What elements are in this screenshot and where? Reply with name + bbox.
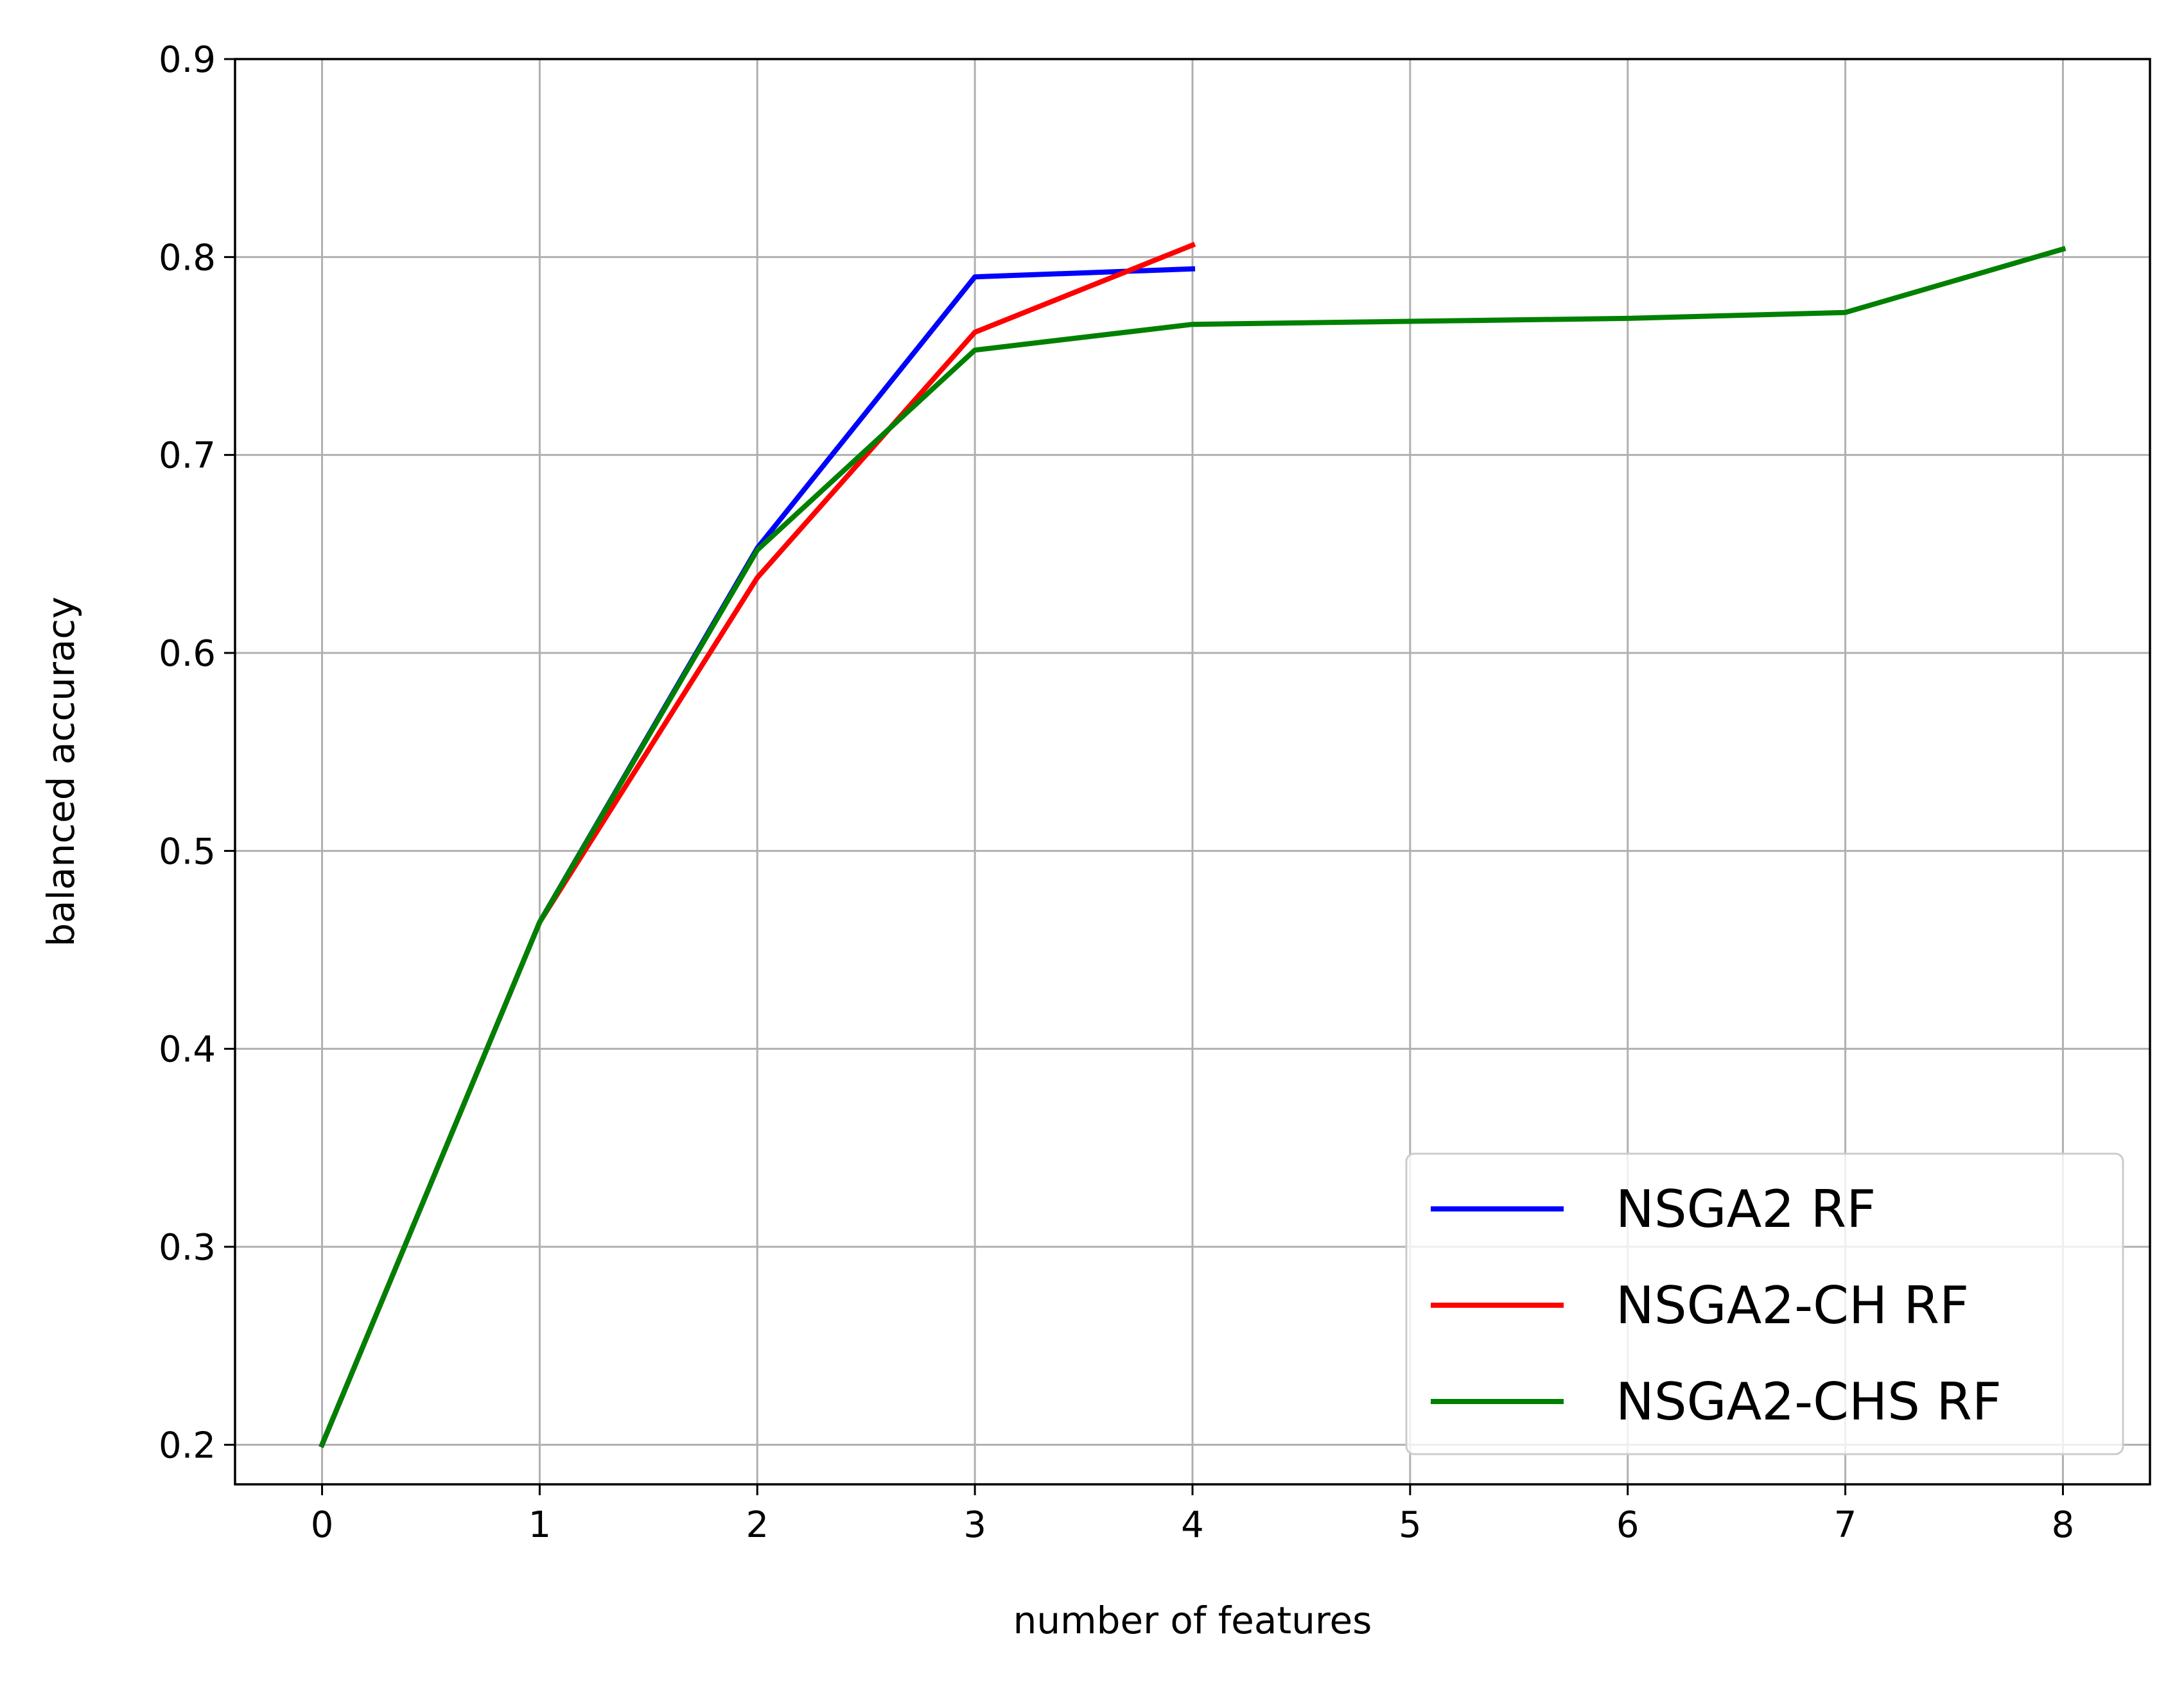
y-tick-label: 0.3 xyxy=(159,1227,216,1269)
x-axis-label: number of features xyxy=(1013,1599,1372,1642)
y-tick-label: 0.2 xyxy=(159,1425,216,1466)
legend-box xyxy=(1405,1152,2124,1455)
series-lines xyxy=(319,241,2066,1448)
legend-label: NSGA2-CHS RF xyxy=(1616,1372,2002,1432)
legend-label: NSGA2 RF xyxy=(1616,1179,1876,1239)
y-tick-label: 0.6 xyxy=(159,633,216,675)
x-tick-label: 8 xyxy=(2052,1504,2075,1546)
x-tick-label: 5 xyxy=(1399,1504,1422,1546)
x-tick-label: 2 xyxy=(746,1504,769,1546)
x-tick-label: 3 xyxy=(963,1504,986,1546)
x-tick-label: 6 xyxy=(1616,1504,1639,1546)
x-tick-label: 0 xyxy=(311,1504,334,1546)
y-axis-label: balanced accuracy xyxy=(39,596,83,946)
legend: NSGA2 RF NSGA2-CH RF NSGA2-CHS RF xyxy=(1405,1152,2124,1455)
y-tick-label: 0.4 xyxy=(159,1029,216,1071)
y-tick-label: 0.8 xyxy=(159,237,216,279)
axis-ticks: 0 1 2 3 4 5 6 7 8 0.2 0.3 0.4 0.5 0.6 0.7 0.8 0.9 xyxy=(159,39,2074,1546)
legend-label: NSGA2-CH RF xyxy=(1616,1276,1969,1335)
x-tick-label: 1 xyxy=(529,1504,552,1546)
y-tick-label: 0.7 xyxy=(159,435,216,477)
series-line-3 xyxy=(319,246,2066,1448)
x-tick-label: 7 xyxy=(1834,1504,1857,1546)
x-tick-label: 4 xyxy=(1181,1504,1204,1546)
y-tick-label: 0.9 xyxy=(159,39,216,81)
y-tick-label: 0.5 xyxy=(159,831,216,872)
